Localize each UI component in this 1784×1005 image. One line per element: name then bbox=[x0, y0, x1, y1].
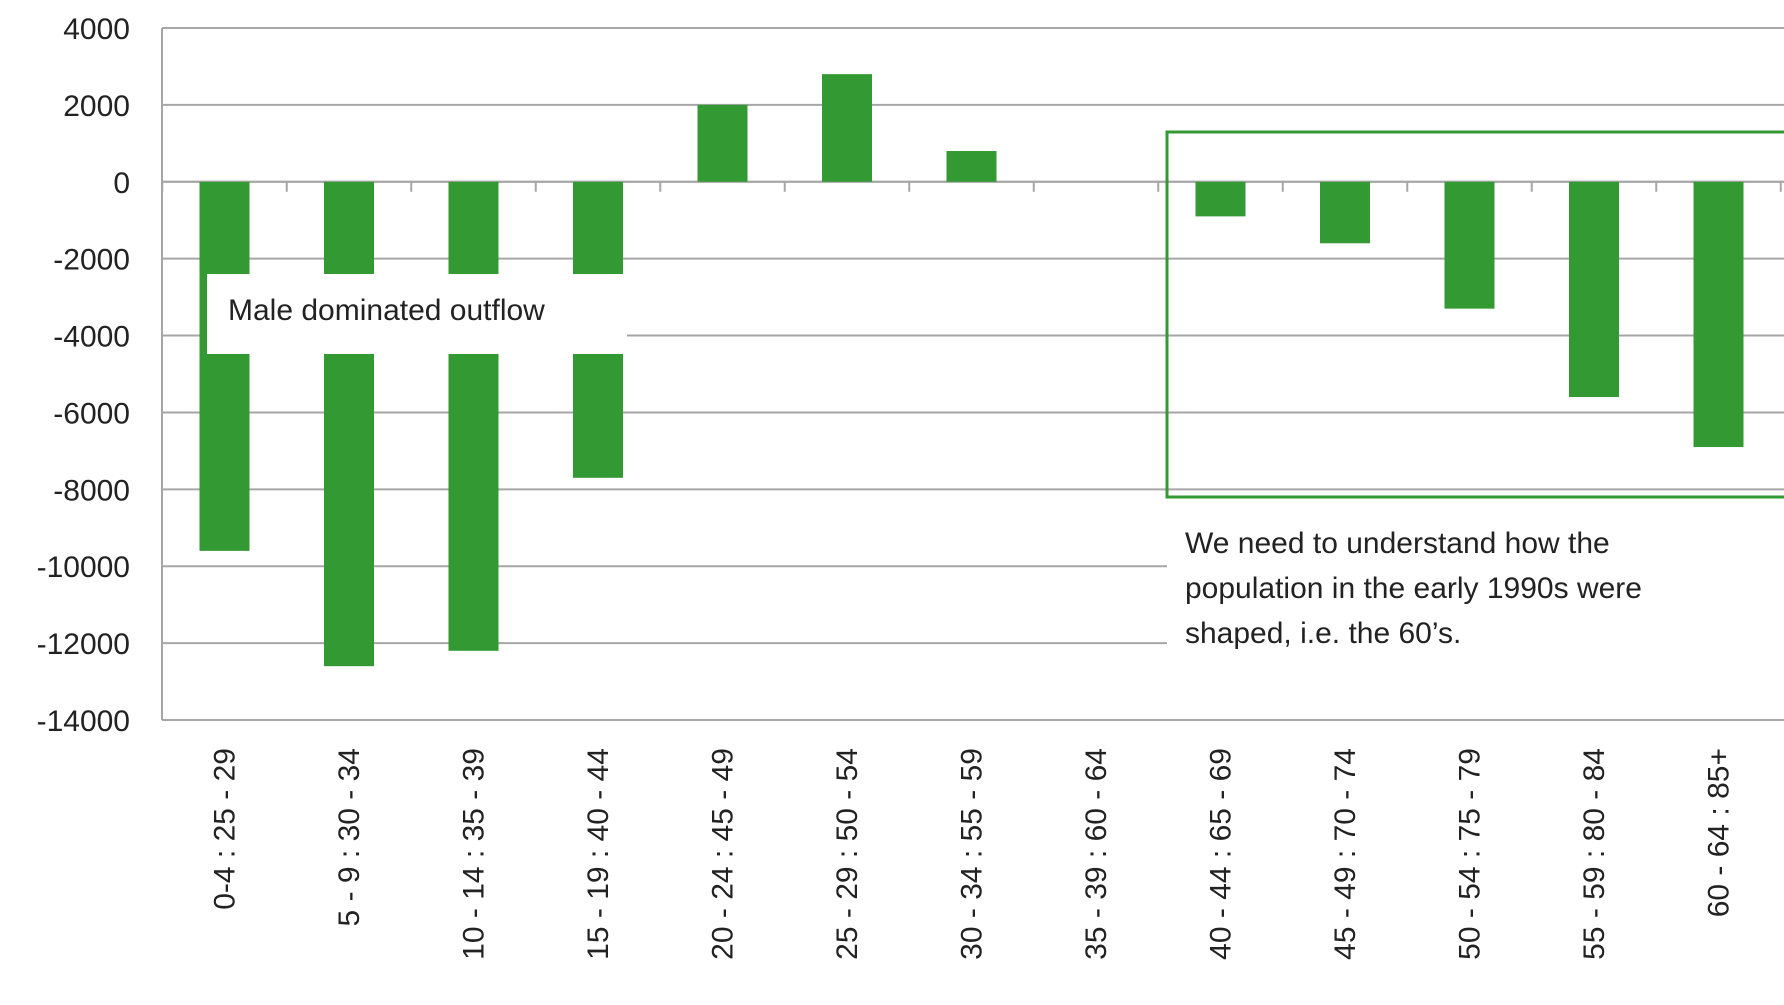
y-tick-label: -14000 bbox=[37, 705, 130, 738]
bar bbox=[1444, 181, 1495, 309]
x-tick-label: 50 - 54 : 75 - 79 bbox=[1454, 748, 1487, 960]
x-tick-label: 20 - 24 : 45 - 49 bbox=[707, 748, 740, 960]
x-tick-label: 40 - 44 : 65 - 69 bbox=[1205, 748, 1238, 960]
annotation-male-outflow: Male dominated outflow bbox=[228, 294, 545, 327]
y-tick-label: 4000 bbox=[63, 13, 130, 46]
x-tick-label: 55 - 59 : 80 - 84 bbox=[1578, 748, 1611, 960]
x-tick-label: 30 - 34 : 55 - 59 bbox=[956, 748, 989, 960]
bar bbox=[1693, 181, 1744, 448]
y-tick-label: 0 bbox=[113, 167, 130, 200]
x-tick-label: 35 - 39 : 60 - 64 bbox=[1080, 748, 1113, 960]
x-tick-label: 25 - 29 : 50 - 54 bbox=[831, 748, 864, 960]
bar bbox=[697, 104, 748, 182]
y-tick-label: 2000 bbox=[63, 90, 130, 123]
y-tick-label: -8000 bbox=[53, 474, 130, 507]
x-tick-label: 10 - 14 : 35 - 39 bbox=[458, 748, 491, 960]
bar bbox=[199, 181, 250, 551]
bars bbox=[199, 74, 1744, 667]
left-annotation-background bbox=[207, 274, 627, 354]
bar bbox=[1320, 181, 1370, 244]
annotation-understand-line-2: population in the early 1990s were bbox=[1185, 572, 1642, 605]
bar bbox=[946, 151, 997, 182]
y-tick-label: -4000 bbox=[53, 321, 130, 354]
y-tick-label: -6000 bbox=[53, 397, 130, 430]
x-tick-label: 15 - 19 : 40 - 44 bbox=[582, 748, 615, 960]
bar bbox=[324, 181, 374, 667]
x-tick-label: 60 - 64 : 85+ bbox=[1703, 748, 1736, 917]
y-tick-labels: 4000 2000 0 -2000 -4000 -6000 -8000 -10000 -1200… bbox=[37, 13, 130, 738]
right-annotation-background bbox=[1167, 515, 1784, 655]
y-tick-label: -12000 bbox=[37, 628, 130, 661]
y-tick-label: -2000 bbox=[53, 244, 130, 277]
highlight-box bbox=[1165, 130, 1784, 499]
bar bbox=[1195, 181, 1246, 217]
bar bbox=[1569, 181, 1619, 398]
bar bbox=[448, 181, 499, 651]
x-tick-label: 5 - 9 : 30 - 34 bbox=[333, 748, 366, 926]
x-tick-label: 0-4 : 25 - 29 bbox=[209, 748, 242, 910]
x-tick-labels: 0-4 : 25 - 29 5 - 9 : 30 - 34 10 - 14 : 35… bbox=[209, 748, 1736, 960]
bar bbox=[822, 74, 872, 182]
annotation-understand-line-3: shaped, i.e. the 60’s. bbox=[1185, 617, 1461, 650]
x-tick-label: 45 - 49 : 70 - 74 bbox=[1329, 748, 1362, 960]
y-tick-label: -10000 bbox=[37, 551, 130, 584]
annotation-understand-line-1: We need to understand how the bbox=[1185, 527, 1610, 560]
